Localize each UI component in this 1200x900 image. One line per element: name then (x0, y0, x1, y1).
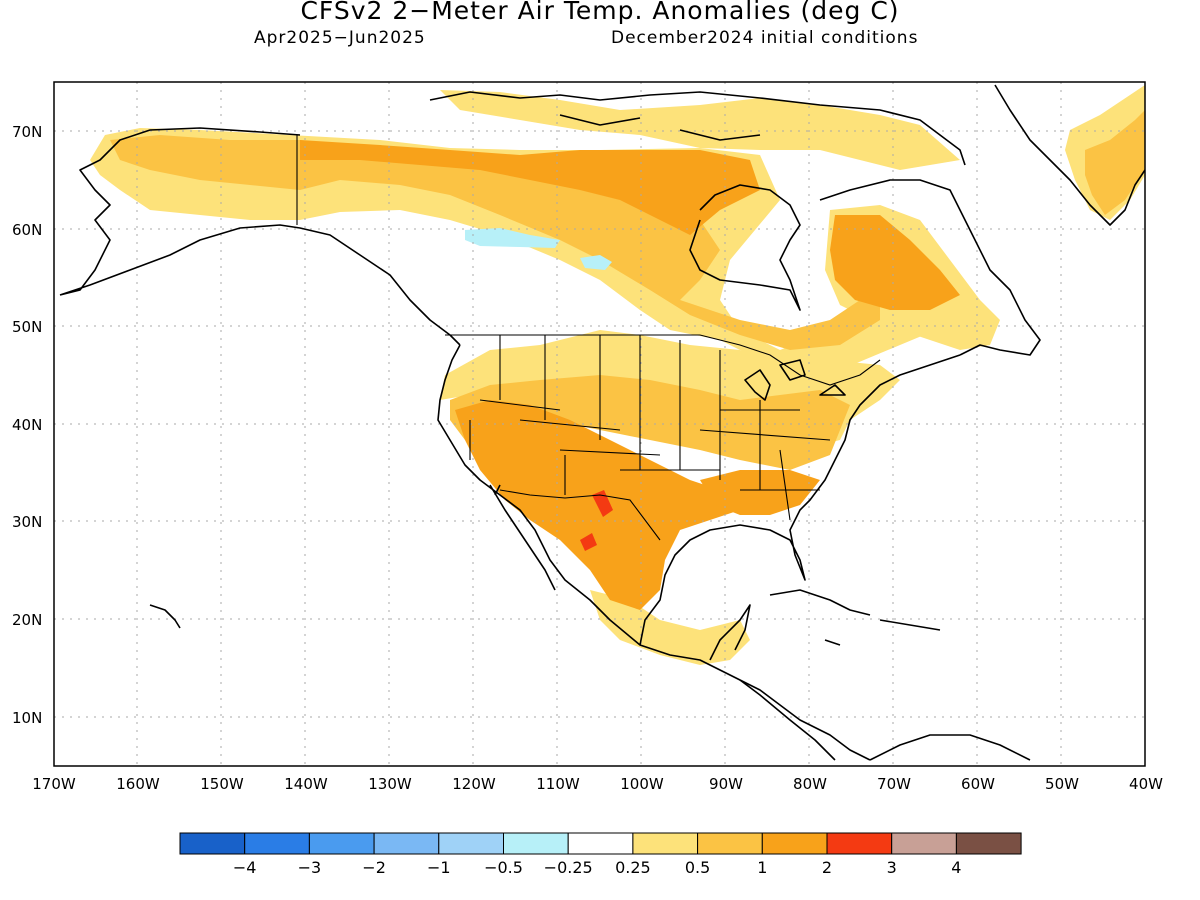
anomaly-red-new-mexico (592, 490, 613, 517)
lon-label-50w: 50W (1045, 775, 1079, 793)
lat-label-30n: 30N (12, 513, 42, 531)
colorbar-swatch (891, 832, 957, 855)
lon-label-150w: 150W (200, 775, 244, 793)
arctic-islands (429, 91, 966, 166)
lon-label-100w: 100W (620, 775, 664, 793)
greenland-coast (994, 84, 1146, 226)
south-america (869, 734, 1031, 761)
lon-label-60w: 60W (961, 775, 995, 793)
lat-label-60n: 60N (12, 221, 42, 239)
initial-conditions: December2024 initial conditions (611, 28, 919, 48)
forecast-period: Apr2025−Jun2025 (254, 28, 426, 48)
colorbar-swatch (826, 832, 893, 855)
lon-label-40w: 40W (1129, 775, 1163, 793)
lon-label-130w: 130W (368, 775, 412, 793)
anomaly-light-blue-canada-b (580, 255, 612, 270)
colorbar-swatch (632, 832, 699, 855)
colorbar-swatch (567, 832, 634, 855)
lon-label-80w: 80W (793, 775, 827, 793)
central-america (739, 679, 836, 761)
colorbar-label: −2 (362, 858, 386, 877)
hawaii (149, 604, 181, 629)
anomaly-orange-canada (110, 135, 880, 350)
colorbar-label: −1 (427, 858, 451, 877)
anomaly-light-blue-canada-a (465, 228, 560, 248)
lat-label-40n: 40N (12, 416, 42, 434)
state-lines (469, 335, 831, 521)
colorbar-label: −3 (298, 858, 322, 877)
hudson-bay (689, 184, 801, 311)
lat-label-20n: 20N (12, 611, 42, 629)
anomaly-dark-orange-labrador (830, 215, 960, 310)
colorbar-label: 0.5 (685, 858, 710, 877)
colorbar-swatch (244, 832, 310, 855)
colorbar-swatch (438, 832, 504, 855)
latitude-labels: 70N 60N 50N 40N 30N 20N 10N (12, 123, 42, 727)
map-title: CFSv2 2−Meter Air Temp. Anomalies (deg C… (300, 0, 900, 25)
labrador-coast (819, 179, 1041, 356)
coastlines (59, 84, 1146, 761)
yucatan (709, 604, 751, 661)
colorbar-swatch (179, 832, 246, 855)
colorbar-label: 4 (951, 858, 961, 877)
political-boundaries (296, 135, 881, 541)
colorbar-label: −4 (233, 858, 257, 877)
cuba-caribbean (769, 589, 941, 646)
us-mexico-border (499, 489, 661, 541)
colorbar-label: 1 (757, 858, 767, 877)
lat-label-10n: 10N (12, 709, 42, 727)
colorbar-swatch (503, 832, 569, 855)
colorbar-swatch (955, 832, 1022, 855)
baja-california (489, 484, 556, 591)
colorbar-swatch (373, 832, 440, 855)
anomaly-red-mexico (580, 533, 597, 551)
lon-label-90w: 90W (709, 775, 743, 793)
gulf-of-mexico-coast (639, 354, 961, 646)
lon-label-170w: 170W (32, 775, 76, 793)
colorbar-label: −0.25 (544, 858, 593, 877)
map-frame (53, 81, 1146, 767)
colorbar-label: 2 (822, 858, 832, 877)
lat-label-70n: 70N (12, 123, 42, 141)
lon-label-110w: 110W (536, 775, 580, 793)
colorbar-label: 3 (887, 858, 897, 877)
anomaly-orange-us (450, 375, 850, 470)
anomaly-light-orange-mexico (590, 590, 750, 665)
colorbar-label: −0.5 (484, 858, 523, 877)
lat-label-50n: 50N (12, 318, 42, 336)
anomaly-dark-orange-canada (300, 140, 760, 235)
north-america-west-coast (437, 344, 871, 761)
colorbar: −4 −3 −2 −1 −0.5 −0.25 0.25 0.5 1 2 3 4 (179, 832, 1022, 877)
colorbar-swatch (308, 832, 375, 855)
lon-label-120w: 120W (452, 775, 496, 793)
alaska-coast (59, 127, 461, 346)
anomaly-shading (90, 85, 1145, 665)
us-canada-border (445, 334, 881, 386)
colorbar-label: 0.25 (615, 858, 651, 877)
lon-label-160w: 160W (116, 775, 160, 793)
longitude-labels: 170W 160W 150W 140W 130W 120W 110W 100W … (32, 775, 1163, 793)
lon-label-70w: 70W (877, 775, 911, 793)
lon-label-140w: 140W (284, 775, 328, 793)
anomaly-orange-greenland (1085, 110, 1145, 215)
anomaly-light-orange-arctic (440, 90, 960, 170)
great-lakes (744, 359, 846, 401)
colorbar-swatch (761, 832, 828, 855)
anomaly-dark-orange-southeast (700, 470, 820, 515)
colorbar-swatch (697, 832, 763, 855)
